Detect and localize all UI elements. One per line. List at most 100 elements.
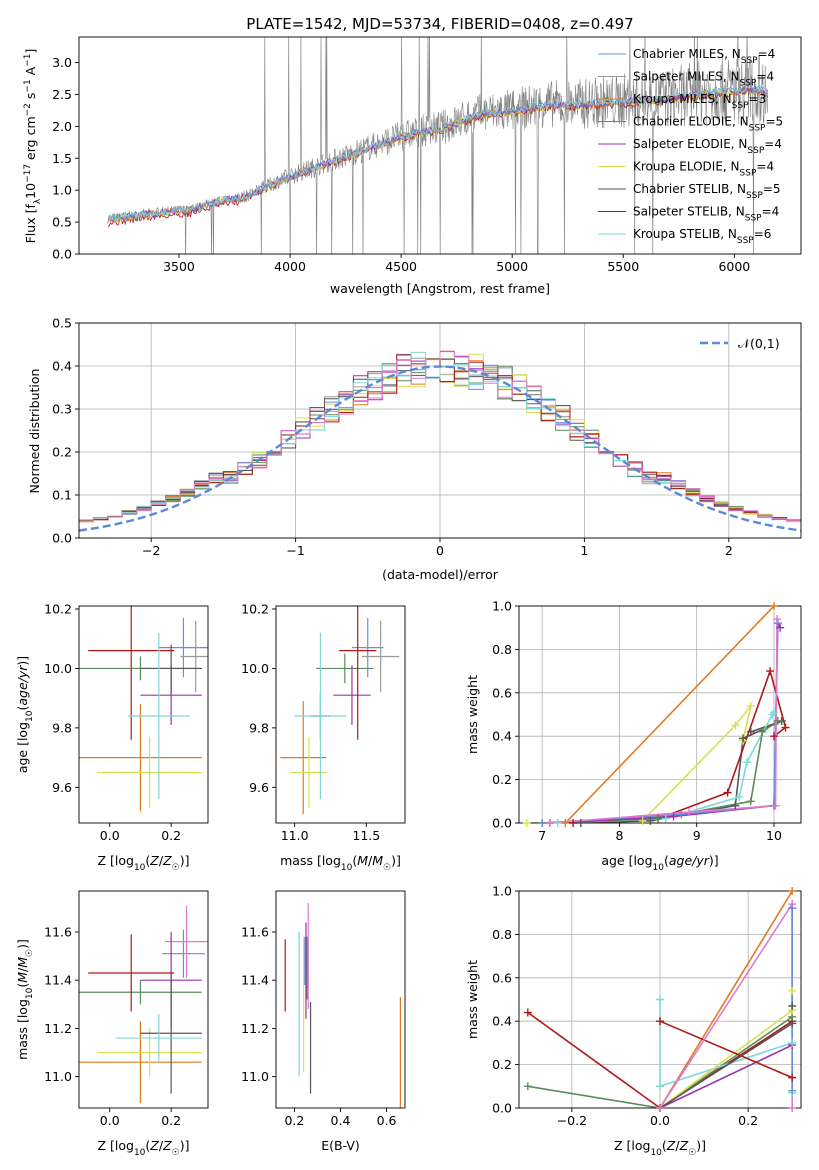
weight-line bbox=[549, 620, 781, 823]
tick-label-y: 11.0 bbox=[44, 1069, 72, 1084]
weight-marker bbox=[523, 1008, 532, 1017]
tick-label-y: 3.0 bbox=[52, 55, 72, 70]
weight-marker bbox=[731, 721, 740, 730]
tick-label-x: −1 bbox=[286, 543, 304, 558]
legend-label: Chabrier MILES, NSSP=4 bbox=[633, 47, 775, 66]
axes-frame bbox=[78, 36, 802, 255]
legend-label: Chabrier ELODIE, NSSP=5 bbox=[633, 115, 783, 134]
tick-label-x: 0.2 bbox=[161, 1113, 181, 1128]
plot-area bbox=[79, 606, 208, 812]
tick-label-y: 11.4 bbox=[44, 973, 72, 988]
tick-label-y: 11.0 bbox=[241, 1069, 269, 1084]
weight-marker bbox=[769, 602, 778, 610]
x-axis-label: Z [log10(Z/Z☉)] bbox=[614, 1138, 706, 1158]
axes-age_vs_mass: 11.0 11.5 9.6 9.8 10.0 10.2 mass [log10(M/M☉)] bbox=[241, 601, 406, 873]
weight-marker bbox=[569, 819, 578, 827]
weight-marker bbox=[576, 819, 585, 827]
plot-area bbox=[79, 350, 801, 532]
tick-label-x: 4000 bbox=[274, 259, 306, 274]
tick-label-x: −2 bbox=[142, 543, 160, 558]
tick-label-y: 11.6 bbox=[44, 924, 72, 939]
weight-line bbox=[526, 705, 752, 823]
legend-label: Kroupa MILES, NSSP=3 bbox=[633, 92, 766, 111]
weight-marker bbox=[773, 619, 782, 628]
weight-marker bbox=[646, 816, 655, 825]
x-axis-label: wavelength [Angstrom, rest frame] bbox=[330, 281, 550, 296]
weight-marker bbox=[746, 727, 755, 736]
weight-marker bbox=[788, 1104, 797, 1112]
axes-layer: 3500 4000 4500 5000 5500 6000 0.0 0.5 1.0 1.5 2.0 2… bbox=[15, 36, 802, 1158]
tick-label-y: 0.4 bbox=[52, 359, 72, 374]
y-axis-label: Flux [fλ10−17 erg cm−2 s−1 A−1] bbox=[23, 49, 43, 244]
tick-label-x: 4500 bbox=[385, 259, 417, 274]
tick-label-y: 10.2 bbox=[44, 601, 72, 616]
tick-label-y: 0.0 bbox=[52, 247, 72, 262]
y-axis-label: mass [log10(M/M☉)] bbox=[15, 939, 35, 1060]
weight-marker bbox=[788, 1002, 797, 1011]
weight-marker bbox=[788, 904, 797, 913]
weight-marker bbox=[769, 708, 778, 717]
x-axis-label: Z [log10(Z/Z☉)] bbox=[97, 1138, 189, 1158]
tick-label-y: 0.8 bbox=[492, 642, 512, 657]
legend-label: Kroupa STELIB, NSSP=6 bbox=[633, 227, 771, 246]
tick-label-y: 11.2 bbox=[44, 1021, 72, 1036]
tick-label-y: 0.6 bbox=[492, 685, 512, 700]
tick-label-y: 0.0 bbox=[492, 1101, 512, 1116]
tick-label-y: 10.2 bbox=[241, 601, 269, 616]
tick-label-y: 11.2 bbox=[241, 1021, 269, 1036]
tick-label-y: 0.2 bbox=[52, 445, 72, 460]
spectrum-model-kroupa-stelib bbox=[107, 84, 768, 223]
tick-label-y: 10.0 bbox=[241, 661, 269, 676]
y-axis-label: Normed distribution bbox=[27, 369, 42, 494]
plot-area bbox=[107, 37, 769, 254]
weight-marker bbox=[684, 808, 693, 817]
tick-label-y: 1.5 bbox=[52, 151, 72, 166]
tick-label-x: 0.6 bbox=[377, 1113, 397, 1128]
tick-label-y: 0.8 bbox=[492, 927, 512, 942]
weight-marker bbox=[538, 819, 547, 827]
weight-line bbox=[542, 623, 779, 823]
tick-label-x: −0.2 bbox=[557, 1113, 587, 1128]
y-axis-label: age [log10(age/yr)] bbox=[15, 656, 35, 773]
tick-label-y: 1.0 bbox=[52, 183, 72, 198]
tick-label-x: 5500 bbox=[607, 259, 639, 274]
plot-area bbox=[526, 606, 787, 823]
weight-marker bbox=[656, 995, 664, 1004]
weight-marker bbox=[742, 758, 751, 767]
axes-frame bbox=[275, 605, 406, 824]
weight-marker bbox=[638, 816, 647, 825]
plot-area bbox=[527, 891, 793, 1108]
tick-label-y: 0.6 bbox=[492, 970, 512, 985]
tick-label-x: 0.0 bbox=[100, 828, 120, 843]
spectrum-model-chabrier-miles bbox=[107, 84, 768, 223]
tick-label-x: 11.0 bbox=[281, 828, 309, 843]
tick-label-y: 9.8 bbox=[52, 720, 72, 735]
tick-label-x: 8 bbox=[615, 828, 623, 843]
weight-marker bbox=[781, 723, 790, 732]
weight-line bbox=[557, 711, 775, 823]
weight-line bbox=[564, 606, 775, 823]
weight-marker bbox=[553, 819, 562, 827]
axes-age_vs_Z: 0.0 0.2 9.6 9.8 10.0 10.2 Z [log10(Z/Z☉)] age [… bbox=[15, 601, 209, 873]
tick-label-y: 11.4 bbox=[241, 973, 269, 988]
tick-label-y: 0.4 bbox=[492, 1014, 512, 1029]
plot-area bbox=[280, 606, 400, 815]
tick-label-y: 10.0 bbox=[44, 661, 72, 676]
x-axis-label: mass [log10(M/M☉)] bbox=[280, 853, 401, 873]
weight-marker bbox=[656, 1104, 664, 1112]
tick-label-x: 3500 bbox=[163, 259, 195, 274]
tick-label-y: 2.0 bbox=[52, 119, 72, 134]
axes-residuals: −2 −1 0 1 2 0.0 0.1 0.2 0.3 0.4 0.5 𝒩(0,1) (data-mod… bbox=[27, 316, 802, 582]
tick-label-x: 0.2 bbox=[738, 1113, 758, 1128]
legend-label: Salpeter MILES, NSSP=4 bbox=[633, 70, 774, 89]
plot-area bbox=[79, 905, 208, 1104]
plot-area bbox=[284, 903, 401, 1108]
axes-mass_vs_ebv: 0.2 0.4 0.6 11.0 11.2 11.4 11.6 E(B-V) bbox=[241, 890, 406, 1153]
y-axis-label: mass weight bbox=[465, 960, 480, 1039]
x-axis-label: (data-model)/error bbox=[382, 567, 499, 582]
weight-marker bbox=[654, 814, 663, 823]
axes-frame bbox=[518, 605, 802, 824]
weight-marker bbox=[746, 797, 755, 806]
weight-marker bbox=[739, 734, 748, 743]
tick-label-y: 11.6 bbox=[241, 924, 269, 939]
